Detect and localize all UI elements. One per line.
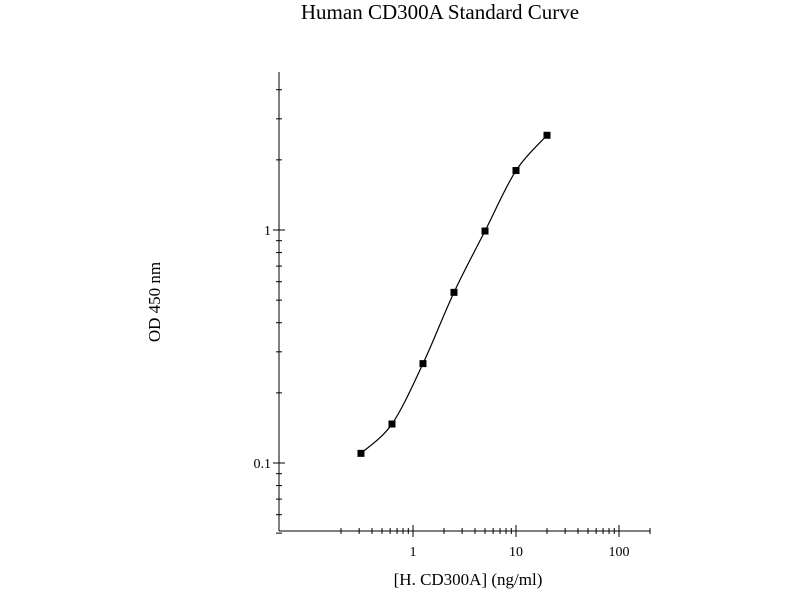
x-axis-label: [H. CD300A] (ng/ml): [394, 570, 543, 589]
x-tick-label: 1: [410, 545, 417, 560]
chart-title: Human CD300A Standard Curve: [301, 0, 579, 24]
data-point: [357, 449, 365, 457]
x-axis: 1 10 100: [279, 525, 651, 560]
data-point: [543, 131, 551, 139]
y-minor-ticks: [276, 89, 282, 534]
data-point: [481, 227, 489, 235]
x-minor-ticks: [340, 528, 651, 534]
data-point: [512, 167, 520, 175]
data-point: [450, 288, 458, 296]
data-point: [419, 360, 427, 368]
x-tick-label: 100: [609, 545, 630, 560]
y-tick-label: 1: [264, 224, 271, 239]
data-points: [357, 131, 551, 457]
y-axis-label: OD 450 nm: [145, 262, 164, 342]
y-axis: 0.11: [254, 72, 285, 534]
x-tick-label: 10: [509, 545, 523, 560]
y-tick-label: 0.1: [254, 457, 272, 472]
y-major-ticks: 0.11: [254, 224, 285, 472]
x-major-ticks: 1 10 100: [410, 525, 630, 560]
data-point: [388, 420, 396, 428]
